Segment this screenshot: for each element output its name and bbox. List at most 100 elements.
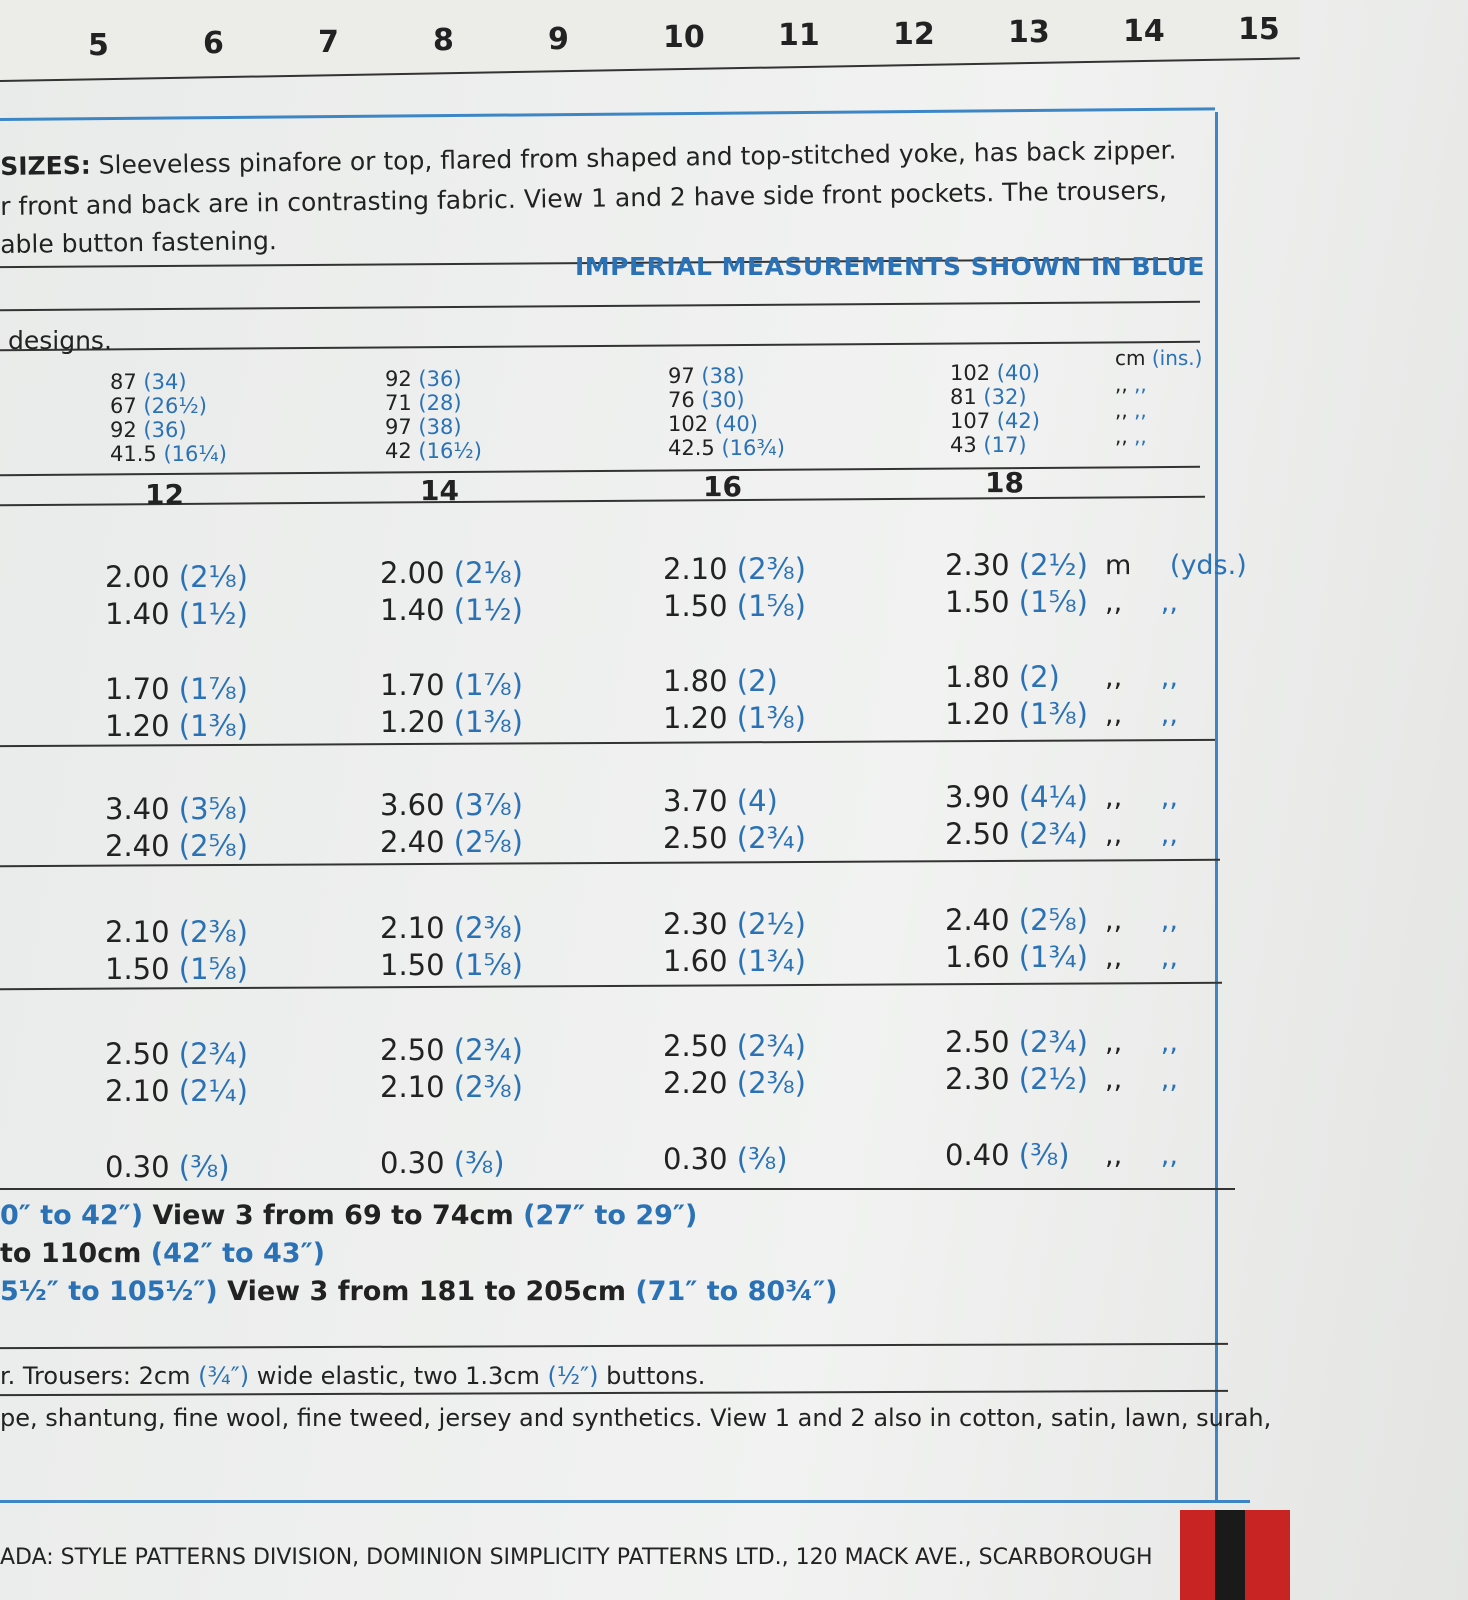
imperial: (38) <box>701 364 745 388</box>
body-measurement: 43 (17) <box>950 433 1027 457</box>
note-segment: pe, shantung, fine wool, fine tweed, jer… <box>0 1404 1272 1432</box>
yardage: 2.40 (2⅝) <box>105 829 248 863</box>
yardage: 2.10 (2¼) <box>105 1074 248 1108</box>
metric: 1.50 <box>380 948 445 982</box>
yardage: 2.30 (2½) <box>945 548 1088 582</box>
metric: 3.40 <box>105 792 170 826</box>
imperial: (2⅝) <box>178 829 248 863</box>
yardage: 0.30 (⅜) <box>105 1150 230 1184</box>
metric: 0.30 <box>105 1150 170 1184</box>
metric: 1.50 <box>663 589 728 623</box>
unit: ,, ,, <box>1115 424 1147 448</box>
metric: 1.20 <box>105 709 170 743</box>
body-measurement: 87 (34) <box>110 370 187 394</box>
yardage: 2.10 (2⅜) <box>380 1070 523 1104</box>
metric: 2.30 <box>663 907 728 941</box>
metric: 42.5 <box>668 436 715 460</box>
imperial: (2⅜) <box>453 911 523 945</box>
imperial: (2¾) <box>453 1033 523 1067</box>
body-measurement: 92 (36) <box>110 418 187 442</box>
metric: 2.10 <box>105 915 170 949</box>
imperial: (4) <box>736 784 778 818</box>
body-measurement: 92 (36) <box>385 367 462 391</box>
ruler-number: 12 <box>893 16 935 52</box>
yardage: 1.60 (1¾) <box>945 940 1088 974</box>
note-segment: wide elastic, two 1.3cm <box>249 1362 548 1390</box>
ruler-number: 15 <box>1238 12 1280 47</box>
unit-metric: ,, <box>1115 398 1128 422</box>
imperial: (2¾) <box>178 1037 248 1071</box>
metric: 2.20 <box>663 1066 728 1100</box>
unit-metric: ,, <box>1105 819 1123 850</box>
unit-metric: m <box>1105 550 1132 581</box>
unit-imperial: ,, <box>1160 587 1178 618</box>
yardage: 1.70 (1⅞) <box>380 668 523 702</box>
imperial: (1⅞) <box>178 672 248 706</box>
yardage: 1.60 (1¾) <box>663 944 806 978</box>
unit: ,, ,, <box>1105 587 1178 618</box>
note-line: pe, shantung, fine wool, fine tweed, jer… <box>0 1404 1271 1432</box>
imperial: (16¾) <box>721 436 785 460</box>
body-measurement: 42 (16½) <box>385 439 482 463</box>
metric: 1.80 <box>663 664 728 698</box>
unit: cm (ins.) <box>1115 346 1202 370</box>
yardage: 2.30 (2½) <box>945 1062 1088 1096</box>
note-segment: (27″ to 29″) <box>523 1200 698 1231</box>
yardage: 3.40 (3⅝) <box>105 792 248 826</box>
unit-imperial: ,, <box>1134 424 1147 448</box>
metric: 1.40 <box>105 597 170 631</box>
unit-imperial: ,, <box>1160 699 1178 730</box>
imperial: (1½) <box>453 593 523 627</box>
yardage: 3.60 (3⅞) <box>380 788 523 822</box>
yardage: 2.00 (2⅛) <box>380 556 523 590</box>
metric: 1.70 <box>105 672 170 706</box>
imperial: (2⅜) <box>736 1066 806 1100</box>
unit: ,, ,, <box>1105 662 1178 693</box>
unit-metric: ,, <box>1105 1027 1123 1058</box>
rule <box>0 1188 1235 1190</box>
unit-metric: ,, <box>1115 372 1128 396</box>
note-segment: (71″ to 80¾″) <box>635 1276 838 1307</box>
metric: 2.50 <box>663 821 728 855</box>
metric: 97 <box>668 364 695 388</box>
yardage: 0.30 (⅜) <box>380 1146 505 1180</box>
metric: 102 <box>950 361 991 385</box>
note-segment: 5½″ to 105½″) <box>0 1276 218 1307</box>
note-line: r. Trousers: 2cm (¾″) wide elastic, two … <box>0 1362 705 1390</box>
body-measurement: 102 (40) <box>668 412 758 436</box>
metric: 97 <box>385 415 412 439</box>
metric: 0.30 <box>380 1146 445 1180</box>
metric: 2.00 <box>105 560 170 594</box>
metric: 2.50 <box>945 817 1010 851</box>
description-label: SIZES: <box>0 150 91 181</box>
imperial-note: IMPERIAL MEASUREMENTS SHOWN IN BLUE <box>575 252 1205 281</box>
unit-imperial: ,, <box>1160 819 1178 850</box>
rule <box>0 340 1200 352</box>
unit: m (yds.) <box>1105 550 1247 581</box>
imperial: (2½) <box>1018 548 1088 582</box>
metric: 2.30 <box>945 548 1010 582</box>
imperial: (1½) <box>178 597 248 631</box>
note-segment: buttons. <box>598 1362 706 1390</box>
imperial: (3⅝) <box>178 792 248 826</box>
metric: 76 <box>668 388 695 412</box>
note-segment: View 3 from 181 to 205cm <box>217 1276 636 1307</box>
unit-metric: ,, <box>1105 942 1123 973</box>
yardage: 2.10 (2⅜) <box>105 915 248 949</box>
yardage: 3.70 (4) <box>663 784 778 818</box>
note-segment: (¾″) <box>198 1362 250 1390</box>
yardage: 1.50 (1⅝) <box>105 952 248 986</box>
imperial: (2⅜) <box>453 1070 523 1104</box>
yardage: 1.20 (1⅜) <box>105 709 248 743</box>
metric: 92 <box>385 367 412 391</box>
note-line: 5½″ to 105½″) View 3 from 181 to 205cm (… <box>0 1276 838 1307</box>
imperial: (1¾) <box>1018 940 1088 974</box>
footer: ADA: STYLE PATTERNS DIVISION, DOMINION S… <box>0 1545 1153 1570</box>
unit: ,, ,, <box>1105 1064 1178 1095</box>
metric: 71 <box>385 391 412 415</box>
unit-metric: ,, <box>1115 424 1128 448</box>
metric: 43 <box>950 433 977 457</box>
note-segment: r. Trousers: 2cm <box>0 1362 199 1390</box>
yardage: 0.30 (⅜) <box>663 1142 788 1176</box>
imperial: (26½) <box>143 394 207 418</box>
